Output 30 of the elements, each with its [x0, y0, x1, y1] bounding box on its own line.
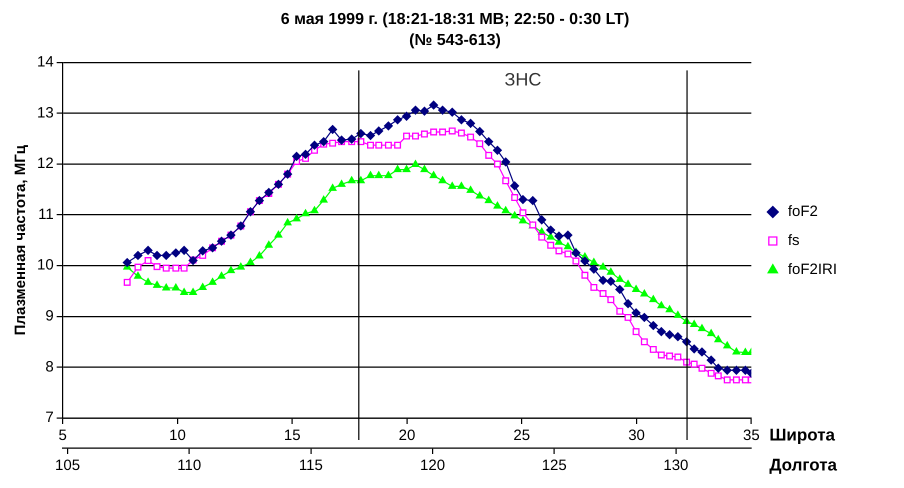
x2-tick-label: 130 [663, 457, 688, 474]
x-tick-label: 30 [628, 427, 645, 444]
y-tick-label: 10 [36, 256, 54, 274]
y-tick-label: 7 [45, 409, 54, 426]
y-tick-label: 14 [36, 54, 54, 71]
annotation: ЗНС [504, 69, 542, 90]
x2-tick-label: 105 [55, 457, 80, 474]
y-tick-label: 11 [38, 206, 54, 223]
y-tick-label: 13 [36, 104, 54, 122]
legend-label: foF2 [788, 203, 818, 220]
chart-subtitle: (№ 543-613) [409, 32, 501, 50]
x2-tick-label: 110 [177, 457, 202, 474]
y-tick-label: 9 [45, 308, 54, 325]
x-tick-label: 25 [513, 427, 530, 444]
x-tick-label: 15 [284, 427, 301, 444]
y-tick-label: 12 [36, 155, 54, 172]
x-tick-label: 20 [398, 427, 416, 444]
legend-label: foF2IRI [788, 261, 838, 278]
x-tick-label: 10 [169, 427, 186, 444]
y-tick-label: 8 [45, 358, 54, 376]
legend-label: fs [788, 232, 800, 250]
x-tick-label: 5 [58, 427, 67, 444]
x2-tick-label: 125 [542, 457, 567, 474]
y-axis-title: Плазменная частота, МГц [12, 144, 30, 336]
x-tick-label: 35 [742, 427, 760, 444]
x-axis-title: Широта [769, 426, 836, 445]
chart-title: 6 мая 1999 г. (18:21-18:31 МВ; 22:50 - 0:30 LT) [280, 11, 630, 28]
x2-tick-label: 115 [298, 457, 323, 474]
x2-axis-title: Долгота [769, 456, 838, 475]
x2-tick-label: 120 [420, 457, 446, 474]
